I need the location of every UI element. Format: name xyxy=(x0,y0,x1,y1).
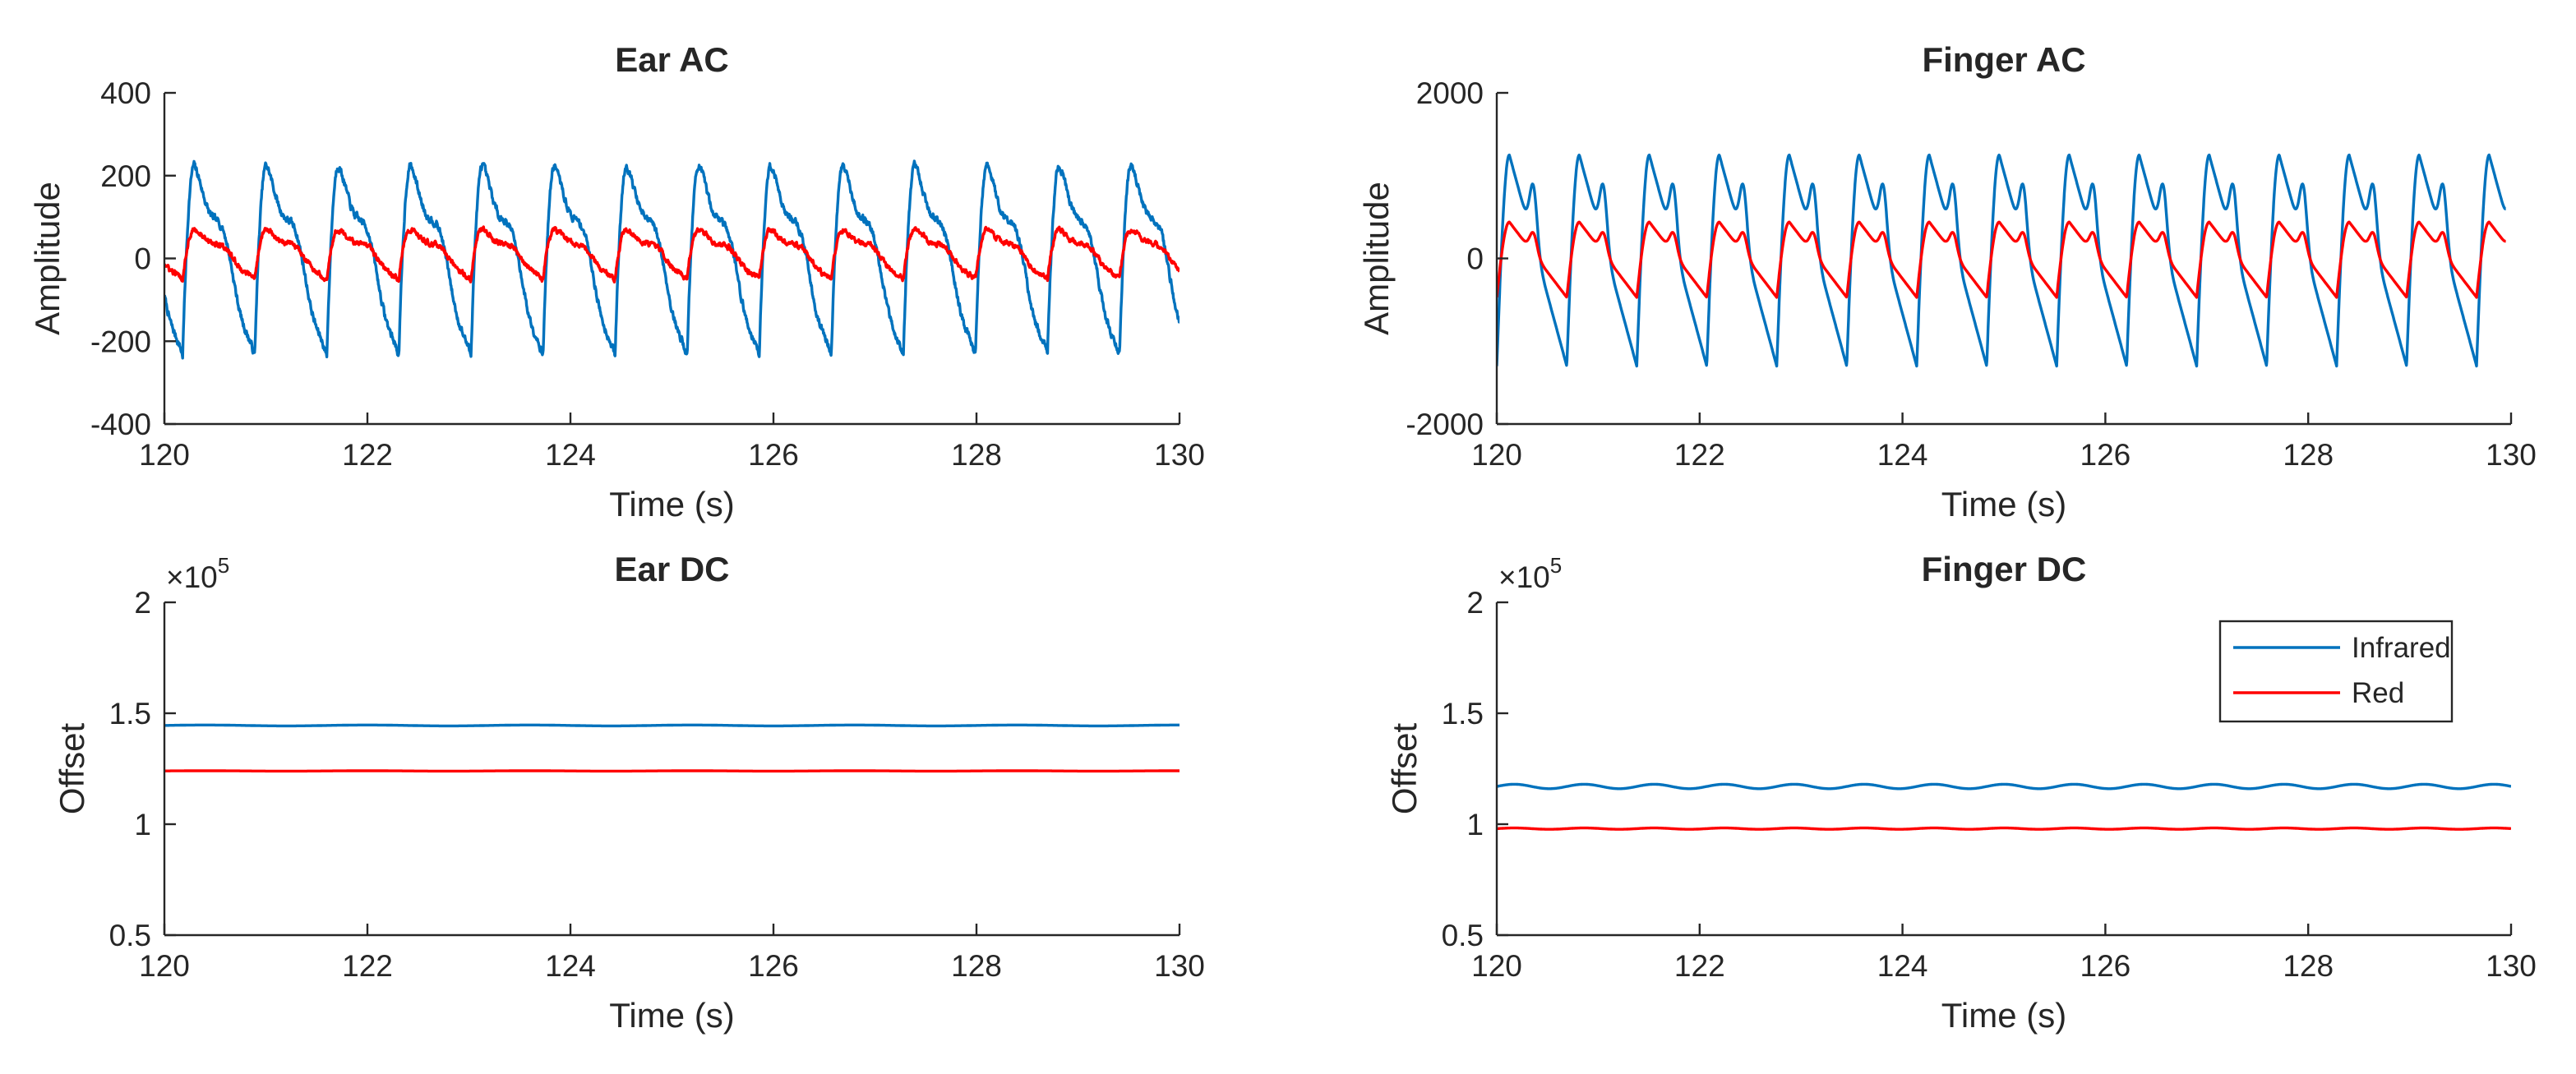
ear-ac-y-label: Amplitude xyxy=(28,182,67,335)
finger-dc-x-tick-label: 120 xyxy=(1471,949,1522,983)
ear-dc-series-infrared xyxy=(164,723,1180,728)
ear-dc-y-tick-label: 1 xyxy=(134,808,151,841)
finger-ac-series-infrared xyxy=(1497,153,2507,368)
ear-ac-series-infrared xyxy=(164,159,1180,360)
ear-dc-x-tick-label: 124 xyxy=(545,949,596,983)
finger-ac-y-label: Amplitude xyxy=(1357,182,1396,335)
finger-dc-x-tick-label: 130 xyxy=(2486,949,2537,983)
ear-dc-title: Ear DC xyxy=(614,550,729,588)
ear-ac-x-tick-label: 126 xyxy=(748,438,799,472)
finger-ac-x-tick-label: 124 xyxy=(1877,438,1928,472)
ear-ac-x-tick-label: 124 xyxy=(545,438,596,472)
ear-dc-x-tick-label: 128 xyxy=(951,949,1002,983)
ear-dc-x-tick-label: 120 xyxy=(139,949,190,983)
finger-dc-series-infrared xyxy=(1497,782,2511,791)
finger-dc-y-tick-label: 0.5 xyxy=(1442,919,1484,952)
ear-dc-x-tick-label: 126 xyxy=(748,949,799,983)
finger-dc-series-red xyxy=(1497,826,2511,831)
ear-ac-x-tick-label: 120 xyxy=(139,438,190,472)
ear-ac-x-tick-label: 128 xyxy=(951,438,1002,472)
ear-ac-y-tick-label: 400 xyxy=(100,76,151,110)
finger-dc-title: Finger DC xyxy=(1922,550,2087,588)
finger-ac-x-tick-label: 122 xyxy=(1674,438,1725,472)
finger-ac-x-tick-label: 120 xyxy=(1471,438,1522,472)
finger-ac-axes: 120 122 124 126 128 130 -2000 0 2000 Finger AC Tim… xyxy=(1357,40,2537,523)
ear-dc-x-label: Time (s) xyxy=(609,996,734,1035)
finger-dc-y-tick-label: 1 xyxy=(1466,808,1484,841)
finger-dc-y-exponent: ×105 xyxy=(1498,553,1562,594)
finger-ac-title: Finger AC xyxy=(1922,40,2085,79)
ear-ac-y-tick-label: -400 xyxy=(90,408,151,441)
finger-ac-y-tick-label: 0 xyxy=(1466,242,1484,276)
finger-dc-x-tick-label: 122 xyxy=(1674,949,1725,983)
finger-dc-x-tick-label: 126 xyxy=(2080,949,2131,983)
ear-dc-y-tick-label: 2 xyxy=(134,586,151,620)
finger-dc-y-tick-label: 1.5 xyxy=(1442,697,1484,731)
finger-dc-x-label: Time (s) xyxy=(1941,996,2066,1035)
ear-ac-axes: 120 122 124 126 128 130 -400 -200 0 200 400 Ear AC T… xyxy=(28,40,1205,523)
finger-dc-x-tick-label: 128 xyxy=(2283,949,2334,983)
ear-ac-y-tick-label: 200 xyxy=(100,159,151,193)
ear-dc-y-label: Offset xyxy=(53,723,91,815)
finger-ac-y-tick-label: -2000 xyxy=(1406,408,1484,441)
ear-ac-x-label: Time (s) xyxy=(609,485,734,523)
ear-dc-y-exponent: ×105 xyxy=(166,553,229,594)
ear-dc-y-tick-label: 1.5 xyxy=(109,697,151,731)
finger-ac-x-tick-label: 126 xyxy=(2080,438,2131,472)
finger-dc-x-tick-label: 124 xyxy=(1877,949,1928,983)
ear-ac-x-tick-label: 122 xyxy=(342,438,393,472)
ear-ac-x-tick-label: 130 xyxy=(1154,438,1205,472)
ear-ac-y-tick-label: 0 xyxy=(134,242,151,276)
finger-ac-y-tick-label: 2000 xyxy=(1416,76,1484,110)
ear-dc-x-tick-label: 122 xyxy=(342,949,393,983)
legend-box xyxy=(2218,620,2454,723)
ear-dc-x-tick-label: 130 xyxy=(1154,949,1205,983)
legend-label-infrared: Infrared xyxy=(2352,632,2451,664)
finger-ac-x-tick-label: 128 xyxy=(2283,438,2334,472)
ear-ac-series-red xyxy=(164,225,1180,283)
finger-dc-y-tick-label: 2 xyxy=(1466,586,1484,620)
legend-label-red: Red xyxy=(2352,677,2404,709)
finger-ac-series-red xyxy=(1497,220,2507,299)
finger-ac-x-label: Time (s) xyxy=(1941,485,2066,523)
ear-dc-axes: 120 122 124 126 128 130 0.5 1 1.5 2 Ear DC Time (s)… xyxy=(53,550,1205,1035)
finger-ac-x-tick-label: 130 xyxy=(2486,438,2537,472)
ear-dc-y-tick-label: 0.5 xyxy=(109,919,151,952)
legend: Infrared Red xyxy=(2218,620,2454,723)
ear-ac-title: Ear AC xyxy=(615,40,729,79)
finger-dc-y-label: Offset xyxy=(1385,723,1424,815)
ear-ac-y-tick-label: -200 xyxy=(90,325,151,358)
finger-dc-axes: 120 122 124 126 128 130 0.5 1 1.5 2 Finger DC Time … xyxy=(1385,550,2537,1035)
